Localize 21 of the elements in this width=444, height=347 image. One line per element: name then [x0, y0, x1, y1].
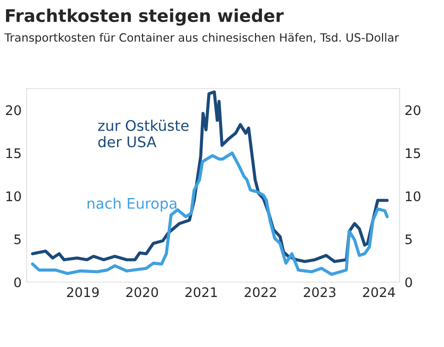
x-tick-label: 2023	[304, 287, 336, 298]
x-tick-label: 2022	[244, 287, 276, 298]
y2-tick-label: 10	[406, 191, 420, 202]
y2-tick-label: 15	[406, 148, 420, 158]
line-series	[31, 151, 389, 276]
series-label: zur Ostküste der USA	[98, 120, 189, 148]
series-label: nach Europa	[88, 198, 176, 212]
chart-subtitle: Transportkosten für Container aus chinesischen Häfen, Tsd. US-Dollar	[4, 32, 399, 44]
y-tick-label: 15	[6, 148, 21, 158]
y2-tick-label: 20	[405, 105, 420, 116]
y2-tick-label: 0	[405, 277, 412, 288]
chart-title: Frachtkosten steigen wieder	[6, 8, 284, 26]
x-tick-label: 2024	[363, 287, 395, 298]
y2-tick-label: 5	[405, 234, 412, 244]
y-tick-label: 0	[14, 277, 21, 288]
y-tick-label: 5	[14, 234, 21, 244]
y-tick-label: 20	[6, 105, 21, 116]
x-tick-label: 2021	[185, 287, 217, 298]
x-tick-label: 2019	[67, 287, 99, 298]
y-tick-label: 10	[6, 191, 21, 202]
x-tick-label: 2020	[126, 287, 158, 298]
